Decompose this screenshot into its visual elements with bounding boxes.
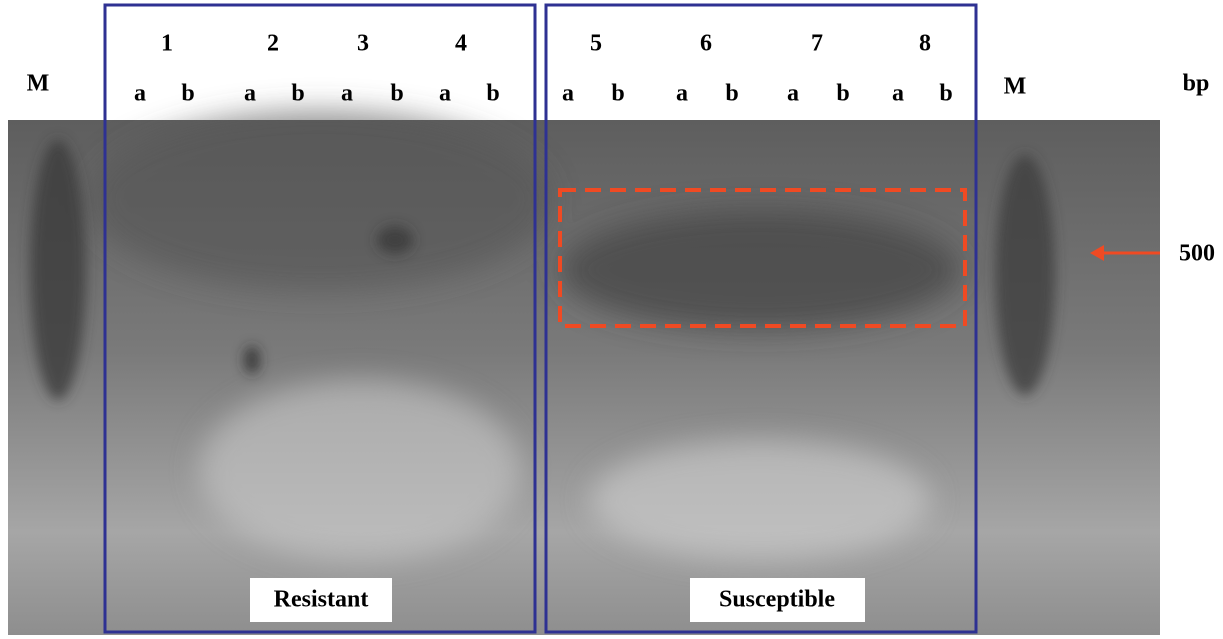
sublane-label: a <box>341 81 353 107</box>
sublane-label: b <box>836 81 849 107</box>
unit-label: bp <box>1183 71 1210 97</box>
sublane-label: b <box>291 81 304 107</box>
sublane-label: b <box>611 81 624 107</box>
lane-number: 1 <box>161 31 173 57</box>
marker-label: M <box>1004 74 1027 100</box>
lane-number: 6 <box>700 31 712 57</box>
sublane-label: a <box>134 81 146 107</box>
sublane-label: a <box>676 81 688 107</box>
sublane-label: a <box>244 81 256 107</box>
sublane-label: b <box>486 81 499 107</box>
sublane-label: a <box>562 81 574 107</box>
sublane-label: a <box>439 81 451 107</box>
group-label: Susceptible <box>719 587 835 613</box>
sublane-label: b <box>390 81 403 107</box>
sublane-label: b <box>181 81 194 107</box>
sublane-label: b <box>725 81 738 107</box>
gel-figure: M M bp 500 Resistant1ab2ab3ab4abSuscepti… <box>0 0 1223 639</box>
sublane-label: a <box>892 81 904 107</box>
lane-number: 3 <box>357 31 369 57</box>
lane-number: 4 <box>455 31 467 57</box>
lane-number: 5 <box>590 31 602 57</box>
lane-number: 8 <box>919 31 931 57</box>
sublane-label: a <box>787 81 799 107</box>
group-label: Resistant <box>274 587 369 613</box>
lane-number: 7 <box>811 31 823 57</box>
lane-number: 2 <box>267 31 279 57</box>
size-label: 500 <box>1179 241 1215 267</box>
marker-label: M <box>27 71 50 97</box>
sublane-label: b <box>939 81 952 107</box>
